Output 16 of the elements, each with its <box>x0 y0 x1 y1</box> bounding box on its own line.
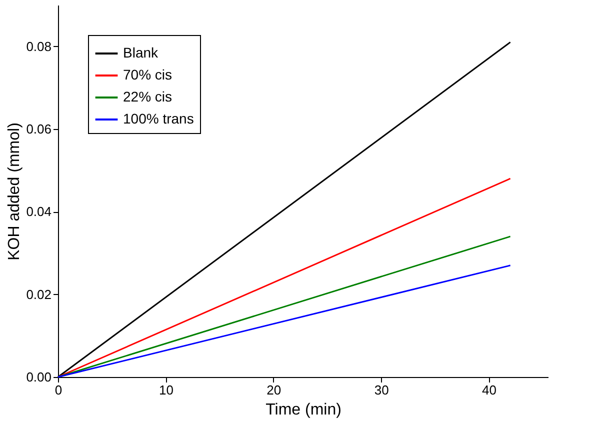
legend-label: 70% cis <box>123 66 172 82</box>
y-tick-label: 0.08 <box>26 38 52 54</box>
y-tick-label: 0.06 <box>26 122 52 136</box>
x-tick-label: 10 <box>158 382 174 398</box>
y-tick-label: 0.04 <box>26 204 52 220</box>
x-axis-title: Time (min) <box>266 402 342 418</box>
legend-label: Blank <box>123 44 160 60</box>
legend-label: 100% trans <box>123 110 194 126</box>
x-tick-label: 20 <box>266 382 282 398</box>
y-tick-label: 0.00 <box>26 370 52 384</box>
y-tick-label: 0.02 <box>26 286 52 302</box>
legend-label: 22% cis <box>123 88 172 104</box>
x-tick-label: 40 <box>482 382 497 398</box>
x-tick-label: 30 <box>374 382 389 398</box>
y-axis-title: KOH added (mmol) <box>6 122 24 260</box>
x-tick-label: 0 <box>54 382 62 398</box>
